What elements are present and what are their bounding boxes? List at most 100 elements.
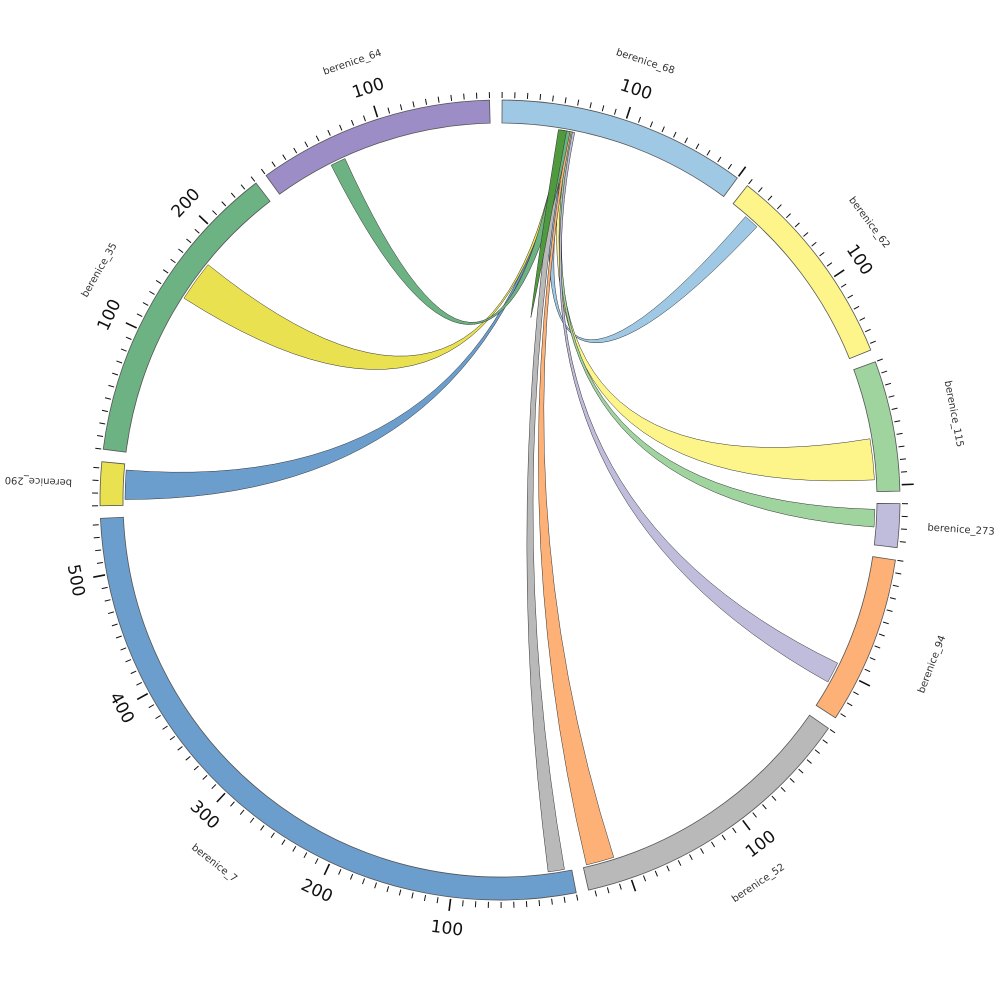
- links-layer: [124, 129, 876, 873]
- major-tick: [136, 692, 149, 701]
- minor-tick: [853, 305, 860, 310]
- major-tick: [625, 106, 632, 119]
- major-tick: [737, 166, 747, 177]
- major-tick: [216, 792, 226, 803]
- minor-tick: [666, 865, 670, 872]
- minor-tick: [148, 704, 155, 709]
- link-berenice_68-berenice_273: [558, 131, 876, 528]
- minor-tick: [748, 179, 753, 185]
- minor-tick: [564, 97, 567, 104]
- minor-tick: [350, 119, 355, 126]
- minor-tick: [551, 898, 553, 905]
- minor-tick: [869, 657, 876, 661]
- tick-label: 100: [350, 74, 387, 103]
- minor-tick: [211, 784, 217, 790]
- minor-tick: [892, 584, 899, 588]
- major-tick: [448, 898, 452, 911]
- minor-tick: [859, 317, 866, 321]
- minor-tick: [169, 735, 176, 741]
- minor-tick: [271, 161, 276, 167]
- minor-tick: [881, 370, 888, 374]
- minor-tick: [116, 360, 123, 364]
- minor-tick: [239, 809, 245, 815]
- segment-berenice_7: [100, 516, 577, 901]
- minor-tick: [700, 848, 705, 854]
- minor-tick: [847, 294, 854, 299]
- minor-tick: [886, 609, 893, 612]
- minor-tick: [895, 572, 902, 575]
- tick-label: 200: [298, 875, 336, 907]
- minor-tick: [270, 832, 275, 838]
- minor-tick: [293, 147, 298, 154]
- major-tick: [198, 215, 209, 225]
- minor-tick: [695, 143, 700, 150]
- minor-tick: [758, 187, 763, 193]
- minor-tick: [826, 262, 833, 267]
- minor-tick: [899, 541, 906, 543]
- minor-tick: [93, 536, 100, 539]
- minor-tick: [577, 99, 580, 106]
- minor-tick: [606, 887, 610, 894]
- segment-berenice_52: [582, 714, 829, 891]
- segment-label-berenice_35: berenice_35: [80, 241, 120, 299]
- minor-tick: [806, 759, 812, 764]
- minor-tick: [314, 858, 319, 865]
- minor-tick: [177, 746, 183, 751]
- minor-tick: [896, 432, 903, 435]
- minor-tick: [853, 691, 859, 696]
- minor-tick: [780, 787, 786, 793]
- tick-label: 100: [94, 296, 126, 334]
- minor-tick: [877, 358, 884, 362]
- minor-tick: [112, 372, 119, 376]
- major-tick: [833, 269, 845, 278]
- minor-tick: [411, 892, 414, 899]
- minor-tick: [840, 283, 847, 288]
- minor-tick: [303, 852, 308, 859]
- minor-tick: [363, 115, 366, 122]
- minor-tick: [111, 623, 118, 627]
- minor-tick: [97, 435, 104, 437]
- segment-label-berenice_62: berenice_62: [846, 195, 891, 250]
- link-berenice_68-berenice_62: [548, 129, 758, 344]
- minor-tick: [130, 670, 137, 675]
- minor-tick: [706, 149, 711, 156]
- segment-berenice_68: [501, 99, 738, 198]
- minor-tick: [711, 841, 716, 848]
- minor-tick: [185, 755, 191, 761]
- minor-tick: [260, 825, 265, 831]
- minor-tick: [249, 817, 255, 823]
- minor-tick: [870, 340, 876, 344]
- major-tick: [630, 879, 637, 892]
- minor-tick: [282, 154, 287, 161]
- minor-tick: [212, 210, 218, 216]
- minor-tick: [874, 645, 881, 649]
- major-tick: [93, 574, 106, 578]
- minor-tick: [315, 135, 320, 142]
- minor-tick: [822, 739, 828, 744]
- minor-tick: [798, 768, 804, 774]
- segment-berenice_94: [815, 556, 896, 719]
- segment-berenice_115: [853, 361, 901, 493]
- major-tick: [323, 863, 331, 876]
- minor-tick: [202, 774, 208, 780]
- segment-label-berenice_64: berenice_64: [322, 48, 383, 78]
- minor-tick: [727, 163, 733, 170]
- minor-tick: [387, 107, 391, 114]
- minor-tick: [601, 105, 605, 112]
- minor-tick: [539, 93, 542, 101]
- minor-tick: [619, 883, 622, 890]
- minor-tick: [424, 98, 428, 105]
- minor-tick: [292, 846, 297, 852]
- minor-tick: [864, 668, 871, 673]
- segment-berenice_64: [265, 99, 491, 195]
- minor-tick: [104, 397, 111, 400]
- minor-tick: [721, 834, 726, 841]
- minor-tick: [819, 251, 825, 257]
- minor-tick: [864, 328, 871, 333]
- minor-tick: [399, 104, 403, 111]
- minor-tick: [101, 586, 108, 590]
- minor-tick: [785, 213, 791, 219]
- minor-tick: [752, 812, 757, 818]
- minor-tick: [638, 116, 642, 123]
